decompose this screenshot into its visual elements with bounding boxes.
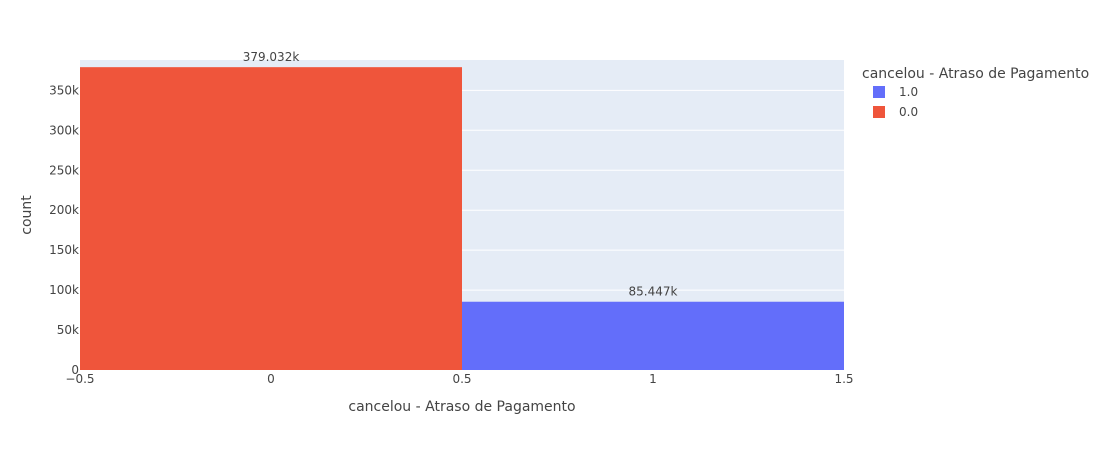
legend-item-label[interactable]: 0.0 xyxy=(899,105,918,119)
bar xyxy=(80,67,462,370)
y-tick-labels: 0 50k 100k 150k 200k 250k 300k 350k xyxy=(49,83,79,377)
bars xyxy=(80,67,844,370)
bar-labels: 85.447k 379.032k xyxy=(243,50,678,299)
y-tick-label: 0 xyxy=(71,363,79,377)
y-tick-label: 150k xyxy=(49,243,79,257)
bar-value-label: 85.447k xyxy=(629,285,678,299)
legend-item-label[interactable]: 1.0 xyxy=(899,85,918,99)
legend-swatch[interactable] xyxy=(873,106,885,118)
x-tick-label: −0.5 xyxy=(65,372,94,386)
x-tick-label: 0.5 xyxy=(452,372,471,386)
x-axis-title: cancelou - Atraso de Pagamento xyxy=(348,399,575,415)
x-tick-label: 0 xyxy=(267,372,275,386)
y-tick-label: 300k xyxy=(49,123,79,137)
x-tick-label: 1 xyxy=(649,372,657,386)
y-tick-label: 250k xyxy=(49,163,79,177)
y-axis-title: count xyxy=(19,195,35,235)
bar xyxy=(462,301,844,370)
x-tick-label: 1.5 xyxy=(834,372,853,386)
legend-swatch[interactable] xyxy=(873,86,885,98)
y-tick-label: 350k xyxy=(49,83,79,97)
y-tick-label: 50k xyxy=(57,323,79,337)
y-tick-label: 200k xyxy=(49,203,79,217)
legend: cancelou - Atraso de Pagamento 1.0 0.0 xyxy=(862,66,1089,119)
x-tick-labels: −0.5 0 0.5 1 1.5 xyxy=(65,372,853,386)
bar-value-label: 379.032k xyxy=(243,50,300,64)
y-tick-label: 100k xyxy=(49,283,79,297)
legend-title: cancelou - Atraso de Pagamento xyxy=(862,66,1089,82)
